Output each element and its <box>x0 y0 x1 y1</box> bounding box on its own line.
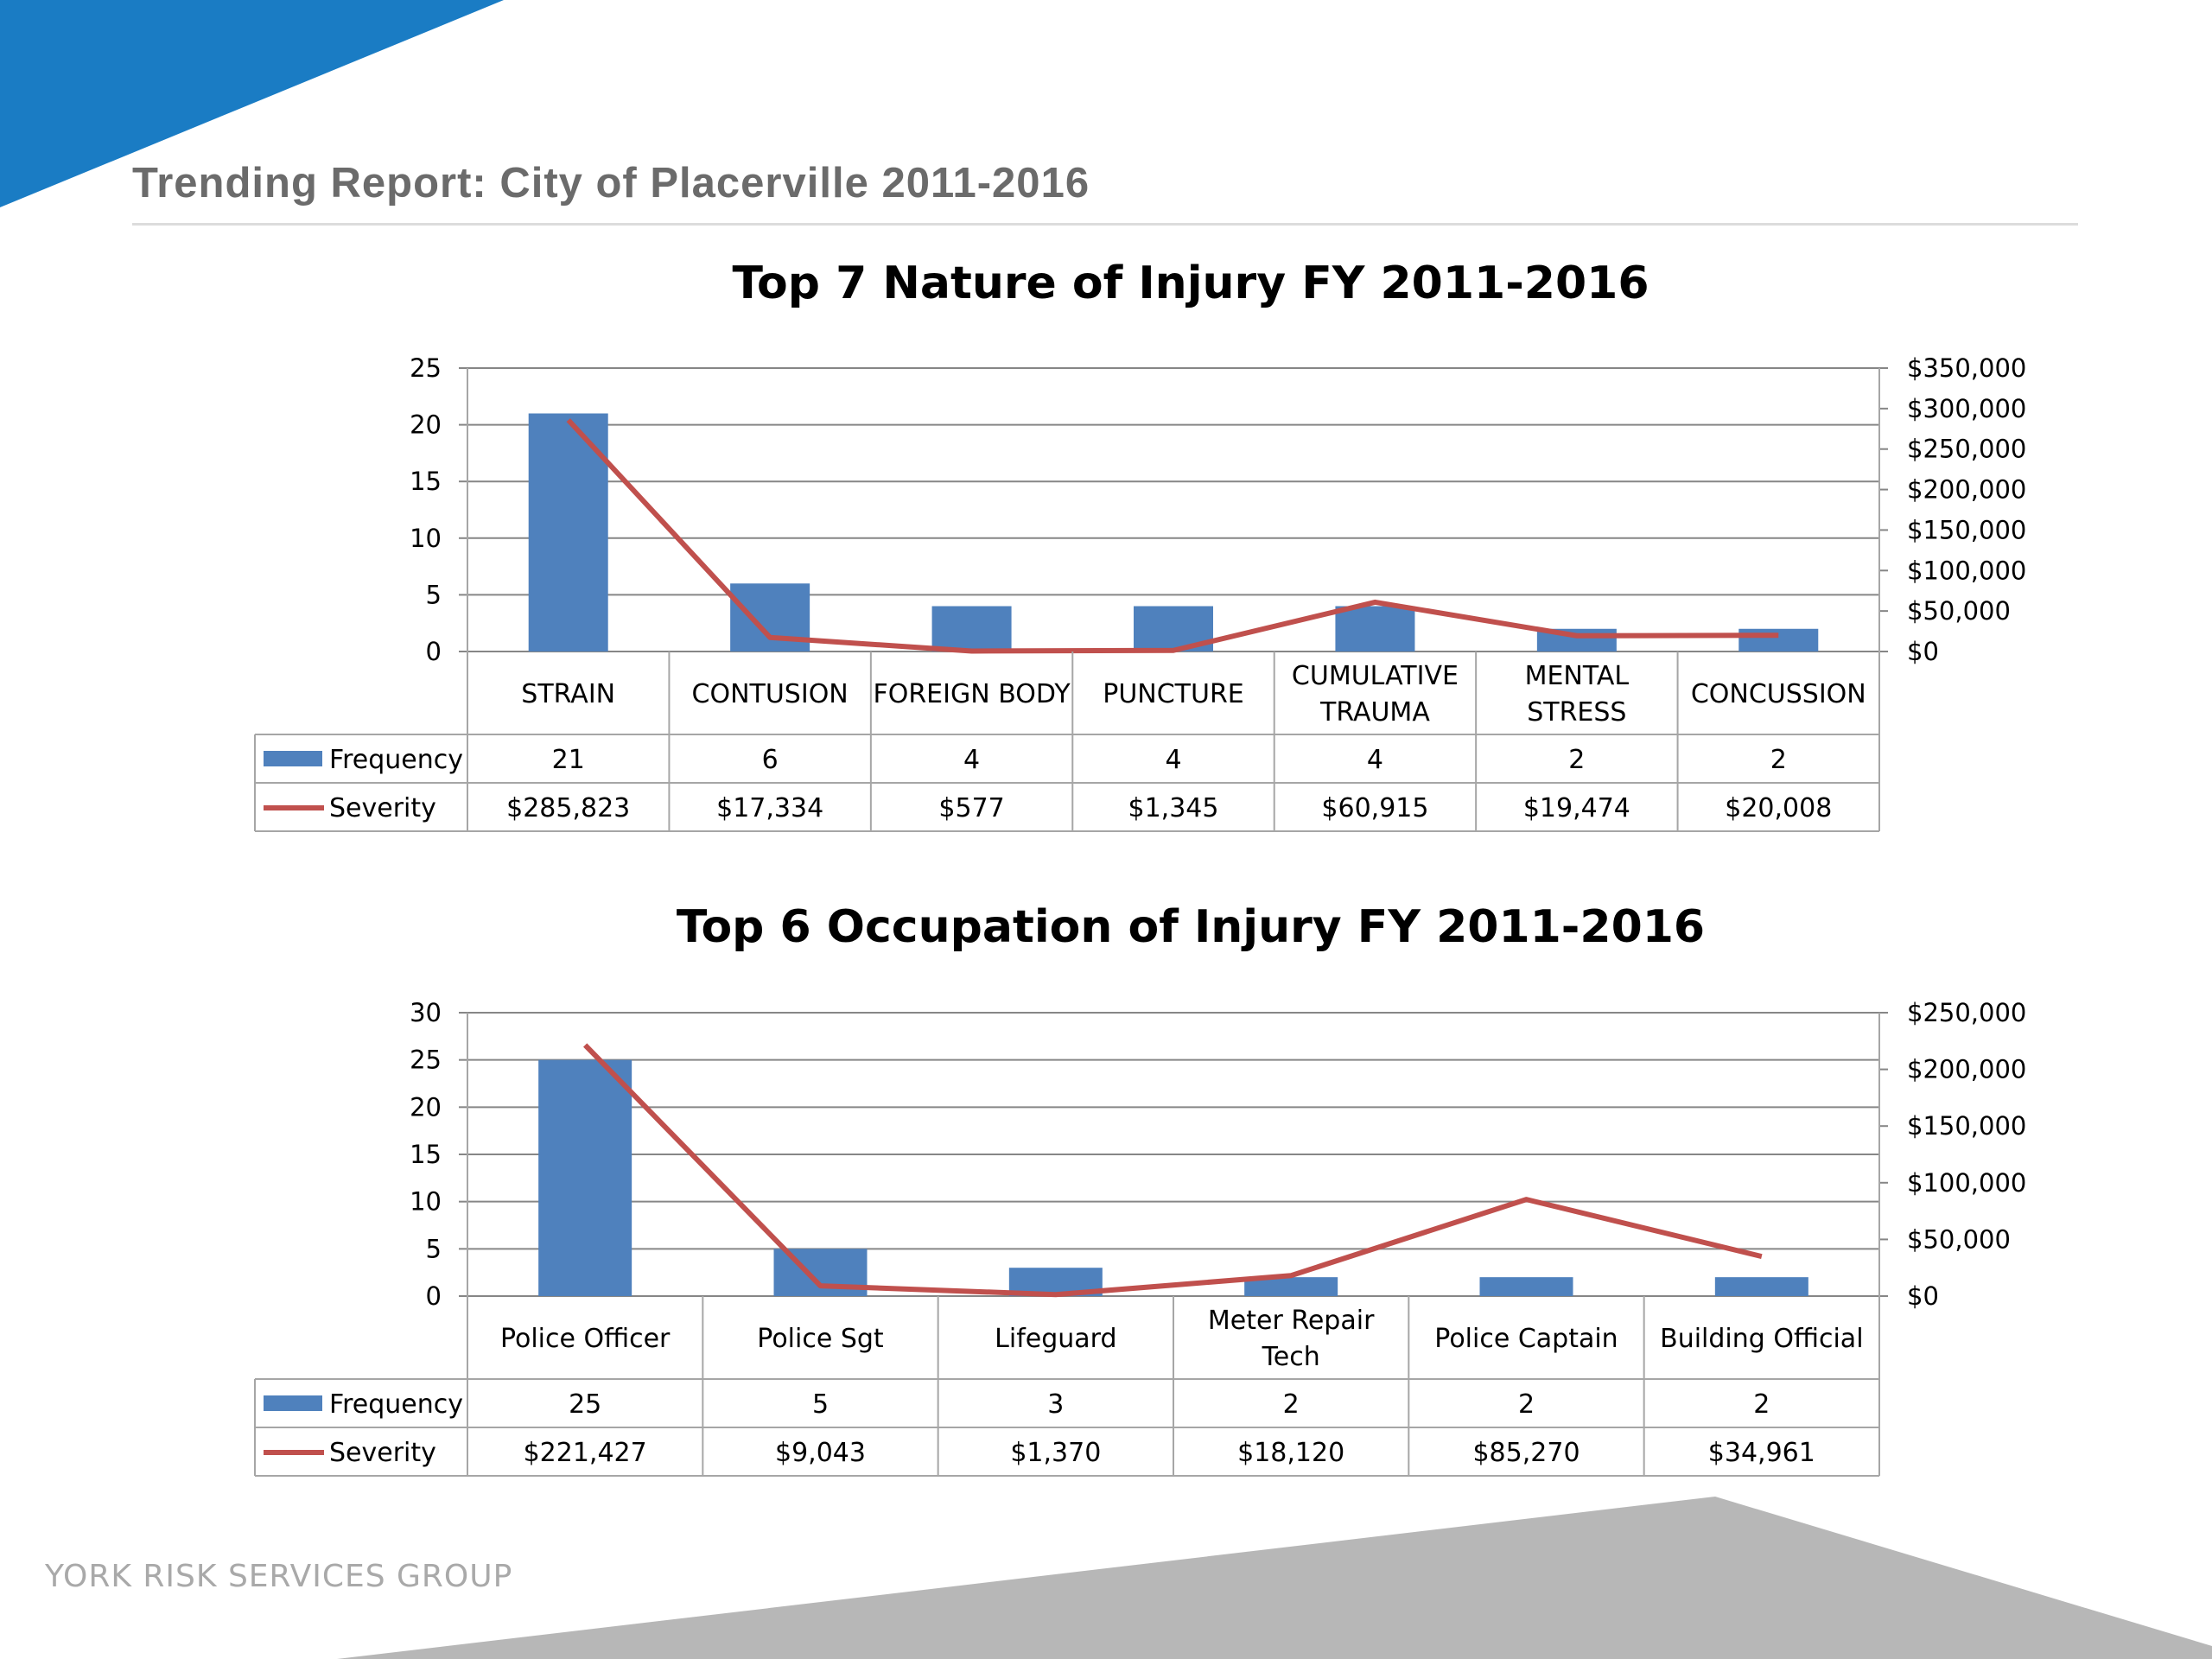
category-label: Lifeguard <box>995 1324 1116 1354</box>
frequency-value-cell: 4 <box>963 745 980 775</box>
severity-line <box>566 418 1779 654</box>
category-label: Police Captain <box>1434 1324 1618 1354</box>
footer-gray-polygon <box>337 1497 2212 1659</box>
severity-legend-label: Severity <box>329 1438 436 1468</box>
category-label: CONCUSSION <box>1691 679 1866 709</box>
right-axis-tick-label: $300,000 <box>1907 394 2026 423</box>
title-divider <box>132 223 2078 226</box>
category-label: STRAIN <box>521 679 615 709</box>
frequency-value-cell: 2 <box>1753 1389 1770 1420</box>
category-label: MENTAL <box>1525 661 1630 691</box>
chart-title: Top 6 Occupation of Injury FY 2011-2016 <box>677 901 1705 953</box>
nature-of-injury-chart: Top 7 Nature of Injury FY 2011-2016 0 5 10 1… <box>254 257 2026 832</box>
category-label: Tech <box>1262 1342 1320 1372</box>
category-label: PUNCTURE <box>1103 679 1244 709</box>
frequency-bar <box>528 413 608 652</box>
chart-title: Top 7 Nature of Injury FY 2011-2016 <box>732 257 1649 309</box>
severity-line <box>583 1043 1763 1298</box>
frequency-value-cell: 2 <box>1518 1389 1535 1420</box>
right-axis-tick-label: $350,000 <box>1907 353 2026 383</box>
severity-value-cell: $1,370 <box>1010 1438 1101 1468</box>
severity-legend-label: Severity <box>329 793 436 823</box>
frequency-value-cell: 2 <box>1770 745 1787 775</box>
right-axis-tick-label: $150,000 <box>1907 1111 2026 1141</box>
frequency-bar <box>1335 606 1415 652</box>
right-axis-tick-label: $100,000 <box>1907 556 2026 585</box>
report-title: Trending Report: City of Placerville 201… <box>132 160 1090 207</box>
footer-brand: YORK RISK SERVICES GROUP <box>45 1559 513 1594</box>
severity-value-cell: $85,270 <box>1472 1438 1580 1468</box>
right-axis-tick-label: $100,000 <box>1907 1168 2026 1198</box>
left-axis-tick-label: 25 <box>410 1046 442 1075</box>
right-axis-tick-label: $50,000 <box>1907 596 2011 626</box>
left-axis-tick-label: 0 <box>426 637 442 666</box>
frequency-value-cell: 21 <box>552 745 585 775</box>
frequency-bar <box>1714 1277 1808 1296</box>
frequency-value-cell: 2 <box>1568 745 1585 775</box>
category-label: CUMULATIVE <box>1292 661 1459 691</box>
right-axis-tick-label: $200,000 <box>1907 1055 2026 1084</box>
severity-value-cell: $18,120 <box>1237 1438 1344 1468</box>
right-axis-tick-label: $0 <box>1907 637 1939 666</box>
category-label: Police Officer <box>500 1324 671 1354</box>
left-axis-tick-label: 15 <box>410 1140 442 1169</box>
occupation-of-injury-chart: Top 6 Occupation of Injury FY 2011-2016 0… <box>254 901 2026 1477</box>
category-label: TRAUMA <box>1319 697 1430 728</box>
frequency-value-cell: 5 <box>812 1389 829 1420</box>
left-axis-tick-label: 25 <box>410 353 442 383</box>
right-axis-tick-label: $150,000 <box>1907 515 2026 544</box>
category-label: Meter Repair <box>1208 1306 1375 1336</box>
category-label: STRESS <box>1527 697 1626 728</box>
severity-value-cell: $577 <box>938 793 1004 823</box>
severity-value-cell: $20,008 <box>1725 793 1832 823</box>
left-axis-tick-label: 30 <box>410 998 442 1027</box>
corner-accent-polygon <box>0 0 504 207</box>
right-axis-tick-label: $250,000 <box>1907 998 2026 1027</box>
left-axis-tick-label: 10 <box>410 1187 442 1217</box>
category-label: Police Sgt <box>757 1324 884 1354</box>
severity-value-cell: $60,915 <box>1321 793 1428 823</box>
severity-value-cell: $1,345 <box>1128 793 1219 823</box>
frequency-legend-label: Frequency <box>329 745 463 775</box>
frequency-value-cell: 6 <box>762 745 779 775</box>
frequency-value-cell: 4 <box>1165 745 1181 775</box>
severity-value-cell: $17,334 <box>716 793 823 823</box>
left-axis-tick-label: 5 <box>426 580 442 609</box>
frequency-value-cell: 4 <box>1367 745 1383 775</box>
frequency-bar <box>1738 628 1819 652</box>
frequency-legend-label: Frequency <box>329 1389 463 1420</box>
frequency-bar <box>538 1059 632 1296</box>
frequency-bar <box>1479 1277 1573 1296</box>
left-axis-tick-label: 5 <box>426 1234 442 1263</box>
right-axis-tick-label: $200,000 <box>1907 475 2026 505</box>
left-axis-tick-label: 20 <box>410 410 442 440</box>
category-label: FOREIGN BODY <box>873 679 1071 709</box>
left-axis-tick-label: 20 <box>410 1092 442 1122</box>
severity-value-cell: $285,823 <box>506 793 630 823</box>
frequency-legend-key <box>264 751 322 766</box>
right-axis-tick-label: $0 <box>1907 1281 1939 1311</box>
category-label: Building Official <box>1660 1324 1863 1354</box>
left-axis-tick-label: 10 <box>410 524 442 553</box>
frequency-value-cell: 25 <box>569 1389 601 1420</box>
frequency-legend-key <box>264 1395 322 1411</box>
severity-value-cell: $9,043 <box>775 1438 866 1468</box>
right-axis-tick-label: $250,000 <box>1907 435 2026 464</box>
left-axis-tick-label: 0 <box>426 1281 442 1311</box>
frequency-bar <box>1244 1277 1338 1296</box>
severity-value-cell: $34,961 <box>1708 1438 1815 1468</box>
frequency-value-cell: 2 <box>1283 1389 1300 1420</box>
frequency-bar <box>931 606 1012 652</box>
corner-accent-shape <box>0 0 504 207</box>
right-axis-tick-label: $50,000 <box>1907 1224 2011 1254</box>
frequency-value-cell: 3 <box>1047 1389 1064 1420</box>
left-axis-tick-label: 15 <box>410 467 442 496</box>
category-label: CONTUSION <box>692 679 849 709</box>
severity-value-cell: $19,474 <box>1523 793 1630 823</box>
severity-value-cell: $221,427 <box>524 1438 647 1468</box>
